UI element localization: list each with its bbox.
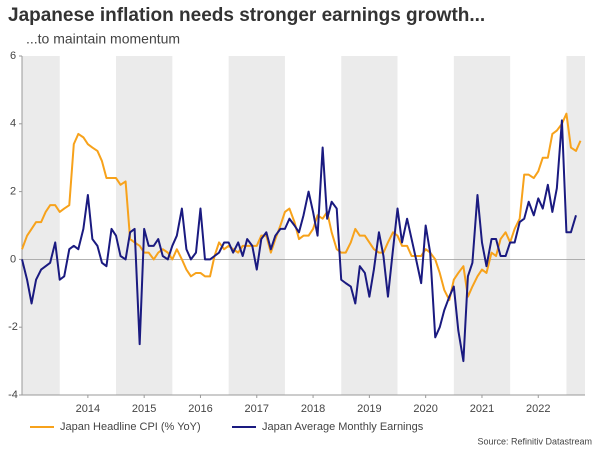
x-tick-label: 2017 xyxy=(245,403,269,415)
y-tick-label: 4 xyxy=(10,118,16,130)
chart-subtitle: ...to maintain momentum xyxy=(26,31,180,47)
x-tick-label: 2014 xyxy=(76,403,100,415)
legend-label: Japan Headline CPI (% YoY) xyxy=(60,421,201,433)
year-band xyxy=(566,56,585,395)
x-tick-label: 2020 xyxy=(413,403,437,415)
x-tick-label: 2016 xyxy=(188,403,212,415)
y-tick-label: 6 xyxy=(10,50,16,62)
y-tick-label: 2 xyxy=(10,186,16,198)
year-band xyxy=(228,56,285,395)
series-line xyxy=(21,119,577,363)
x-tick-label: 2019 xyxy=(357,403,381,415)
x-tick-label: 2021 xyxy=(470,403,494,415)
x-tick-label: 2022 xyxy=(526,403,550,415)
y-tick-label: 0 xyxy=(10,253,16,265)
y-tick-label: -4 xyxy=(8,389,18,401)
y-tick-label: -2 xyxy=(8,321,18,333)
year-band xyxy=(453,56,511,395)
x-tick-label: 2018 xyxy=(301,403,325,415)
year-band xyxy=(341,56,398,395)
year-band xyxy=(22,56,60,395)
series-line xyxy=(21,112,582,302)
x-tick-label: 2015 xyxy=(132,403,156,415)
year-band xyxy=(116,56,173,395)
legend-label: Japan Average Monthly Earnings xyxy=(262,421,424,433)
source: Source: Refinitiv Datastream xyxy=(477,436,592,446)
chart-title: Japanese inflation needs stronger earnin… xyxy=(8,5,485,26)
